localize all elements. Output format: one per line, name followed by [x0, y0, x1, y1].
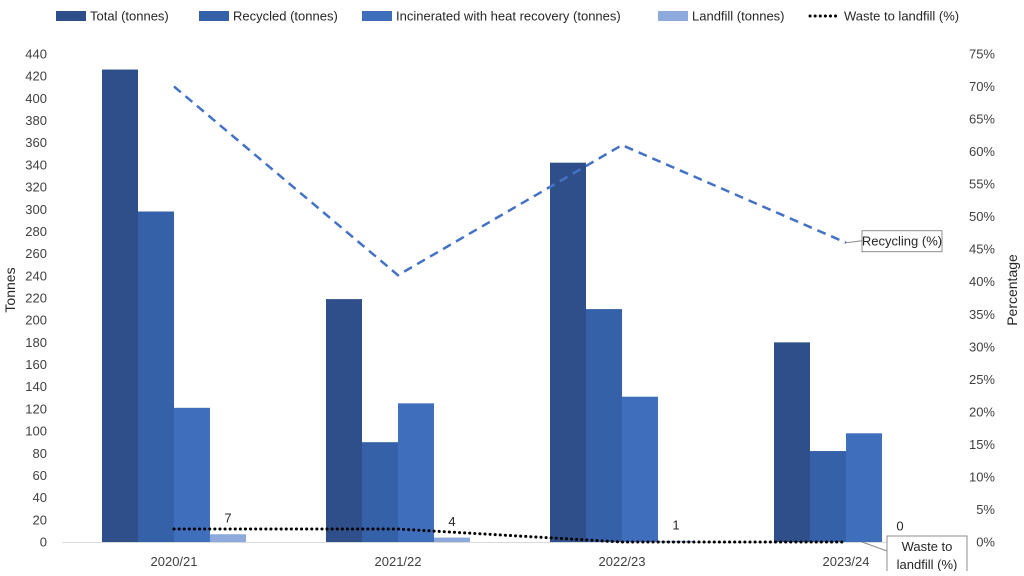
- line-recycling: [173, 85, 847, 277]
- legend-swatch-recycled-tonnes: [199, 11, 229, 21]
- bar-landfill-tonnes: [434, 537, 470, 542]
- bar-recycled-tonnes: [362, 442, 398, 542]
- legend-label-landfill-tonnes: Landfill (tonnes): [692, 9, 785, 24]
- legend-label-recycled-tonnes: Recycled (tonnes): [233, 9, 338, 24]
- legend-swatch-incinerated-with-heat-recovery-tonnes: [362, 11, 392, 21]
- y-tick-label: 180: [25, 335, 47, 350]
- y2-tick-label: 65%: [969, 112, 995, 127]
- data-label-landfill-tonnes: 0: [896, 519, 903, 534]
- y-tick-label: 100: [25, 424, 47, 439]
- y-tick-label: 440: [25, 47, 47, 62]
- y-tick-label: 320: [25, 180, 47, 195]
- y-tick-label: 260: [25, 246, 47, 261]
- callout-box-recycling: [861, 230, 943, 253]
- callouts-group: Recycling (%) Waste to landfill (%): [845, 230, 968, 576]
- data-label-landfill-tonnes: 7: [224, 511, 231, 526]
- y-tick-label: 80: [33, 446, 47, 461]
- callout-label-landfill-line1: Waste to: [902, 539, 953, 554]
- y2-axis-title: Percentage: [1004, 254, 1020, 326]
- callout-leader-landfill: [861, 541, 888, 552]
- legend-swatch-landfill-tonnes: [658, 11, 688, 21]
- y2-tick-label: 20%: [969, 404, 995, 419]
- bar-incinerated-with-heat-recovery-tonnes: [398, 403, 434, 542]
- y-axis-title: Tonnes: [2, 267, 18, 312]
- bar-total-tonnes: [774, 342, 810, 542]
- y2-tick-label: 5%: [976, 502, 995, 517]
- y2-tick-label: 15%: [969, 437, 995, 452]
- y2-tick-label: 70%: [969, 79, 995, 94]
- y-tick-label: 240: [25, 268, 47, 283]
- y-tick-label: 120: [25, 401, 47, 416]
- y-tick-label: 0: [40, 535, 47, 550]
- data-label-landfill-tonnes: 4: [448, 514, 455, 529]
- y2-tick-label: 10%: [969, 469, 995, 484]
- x-axis: 2020/21 2021/22 2022/23 2023/24: [62, 542, 958, 569]
- bar-landfill-tonnes: [658, 540, 694, 542]
- y-axis-right: 0% 5% 10% 15% 20% 25% 30% 35% 40% 45% 50% 55% 60% 65%…: [969, 47, 995, 550]
- x-tick-label: 2020/21: [151, 554, 198, 569]
- y-tick-label: 340: [25, 157, 47, 172]
- bars-group: [102, 69, 882, 542]
- line-waste-to-landfill: [172, 527, 848, 544]
- y-tick-label: 200: [25, 313, 47, 328]
- y2-tick-label: 75%: [969, 47, 995, 62]
- y-tick-label: 300: [25, 202, 47, 217]
- legend-item-landfill-tonnes: Landfill (tonnes): [658, 9, 785, 24]
- legend-item-incinerated-with-heat-recovery-tonnes: Incinerated with heat recovery (tonnes): [362, 9, 621, 24]
- y2-tick-label: 50%: [969, 209, 995, 224]
- y2-tick-label: 0%: [976, 535, 995, 550]
- y-tick-label: 60: [33, 468, 47, 483]
- y2-tick-label: 55%: [969, 177, 995, 192]
- y-tick-label: 140: [25, 379, 47, 394]
- legend-item-recycled-tonnes: Recycled (tonnes): [199, 9, 338, 24]
- callout-label-recycling: Recycling (%): [862, 234, 942, 249]
- callout-leader-recycling: [845, 240, 863, 244]
- legend: Total (tonnes) Recycled (tonnes) Incinerat…: [56, 9, 959, 24]
- y2-tick-label: 25%: [969, 372, 995, 387]
- legend-label-waste-to-landfill: Waste to landfill (%): [844, 9, 959, 24]
- y-tick-label: 380: [25, 113, 47, 128]
- y2-tick-label: 60%: [969, 144, 995, 159]
- bar-recycled-tonnes: [810, 451, 846, 542]
- data-label-landfill-tonnes: 1: [672, 517, 679, 532]
- bar-recycled-tonnes: [138, 211, 174, 542]
- bar-total-tonnes: [550, 162, 586, 542]
- y2-tick-label: 45%: [969, 242, 995, 257]
- y-tick-label: 360: [25, 135, 47, 150]
- y-tick-label: 40: [33, 490, 47, 505]
- callout-label-landfill-line2: landfill (%): [897, 557, 958, 571]
- y2-tick-label: 30%: [969, 339, 995, 354]
- callout-box-landfill: [886, 535, 968, 576]
- bar-incinerated-with-heat-recovery-tonnes: [174, 407, 210, 542]
- y-tick-label: 160: [25, 357, 47, 372]
- x-tick-label: 2023/24: [823, 554, 870, 569]
- x-tick-label: 2022/23: [599, 554, 646, 569]
- y-tick-label: 400: [25, 91, 47, 106]
- bar-incinerated-with-heat-recovery-tonnes: [622, 396, 658, 542]
- y-tick-label: 20: [33, 512, 47, 527]
- legend-label-incinerated-with-heat-recovery-tonnes: Incinerated with heat recovery (tonnes): [396, 9, 621, 24]
- bar-total-tonnes: [326, 299, 362, 542]
- legend-item-waste-to-landfill: Waste to landfill (%): [808, 9, 959, 24]
- y2-tick-label: 35%: [969, 307, 995, 322]
- legend-swatch-total-tonnes: [56, 11, 86, 21]
- x-tick-label: 2021/22: [375, 554, 422, 569]
- y-tick-label: 420: [25, 69, 47, 84]
- y-axis-left: 0 20 40 60 80 100 120 140 160 180 200 220 240 260 280 3…: [25, 47, 47, 550]
- legend-item-total-tonnes: Total (tonnes): [56, 9, 169, 24]
- y-tick-label: 220: [25, 291, 47, 306]
- data-labels-group: 7 4 1 0: [224, 511, 903, 534]
- bar-total-tonnes: [102, 69, 138, 542]
- y2-tick-label: 40%: [969, 274, 995, 289]
- legend-label-total-tonnes: Total (tonnes): [90, 9, 169, 24]
- bar-recycled-tonnes: [586, 309, 622, 542]
- bar-landfill-tonnes: [210, 534, 246, 542]
- bar-incinerated-with-heat-recovery-tonnes: [846, 433, 882, 542]
- y-tick-label: 280: [25, 224, 47, 239]
- lines-group: [172, 85, 848, 544]
